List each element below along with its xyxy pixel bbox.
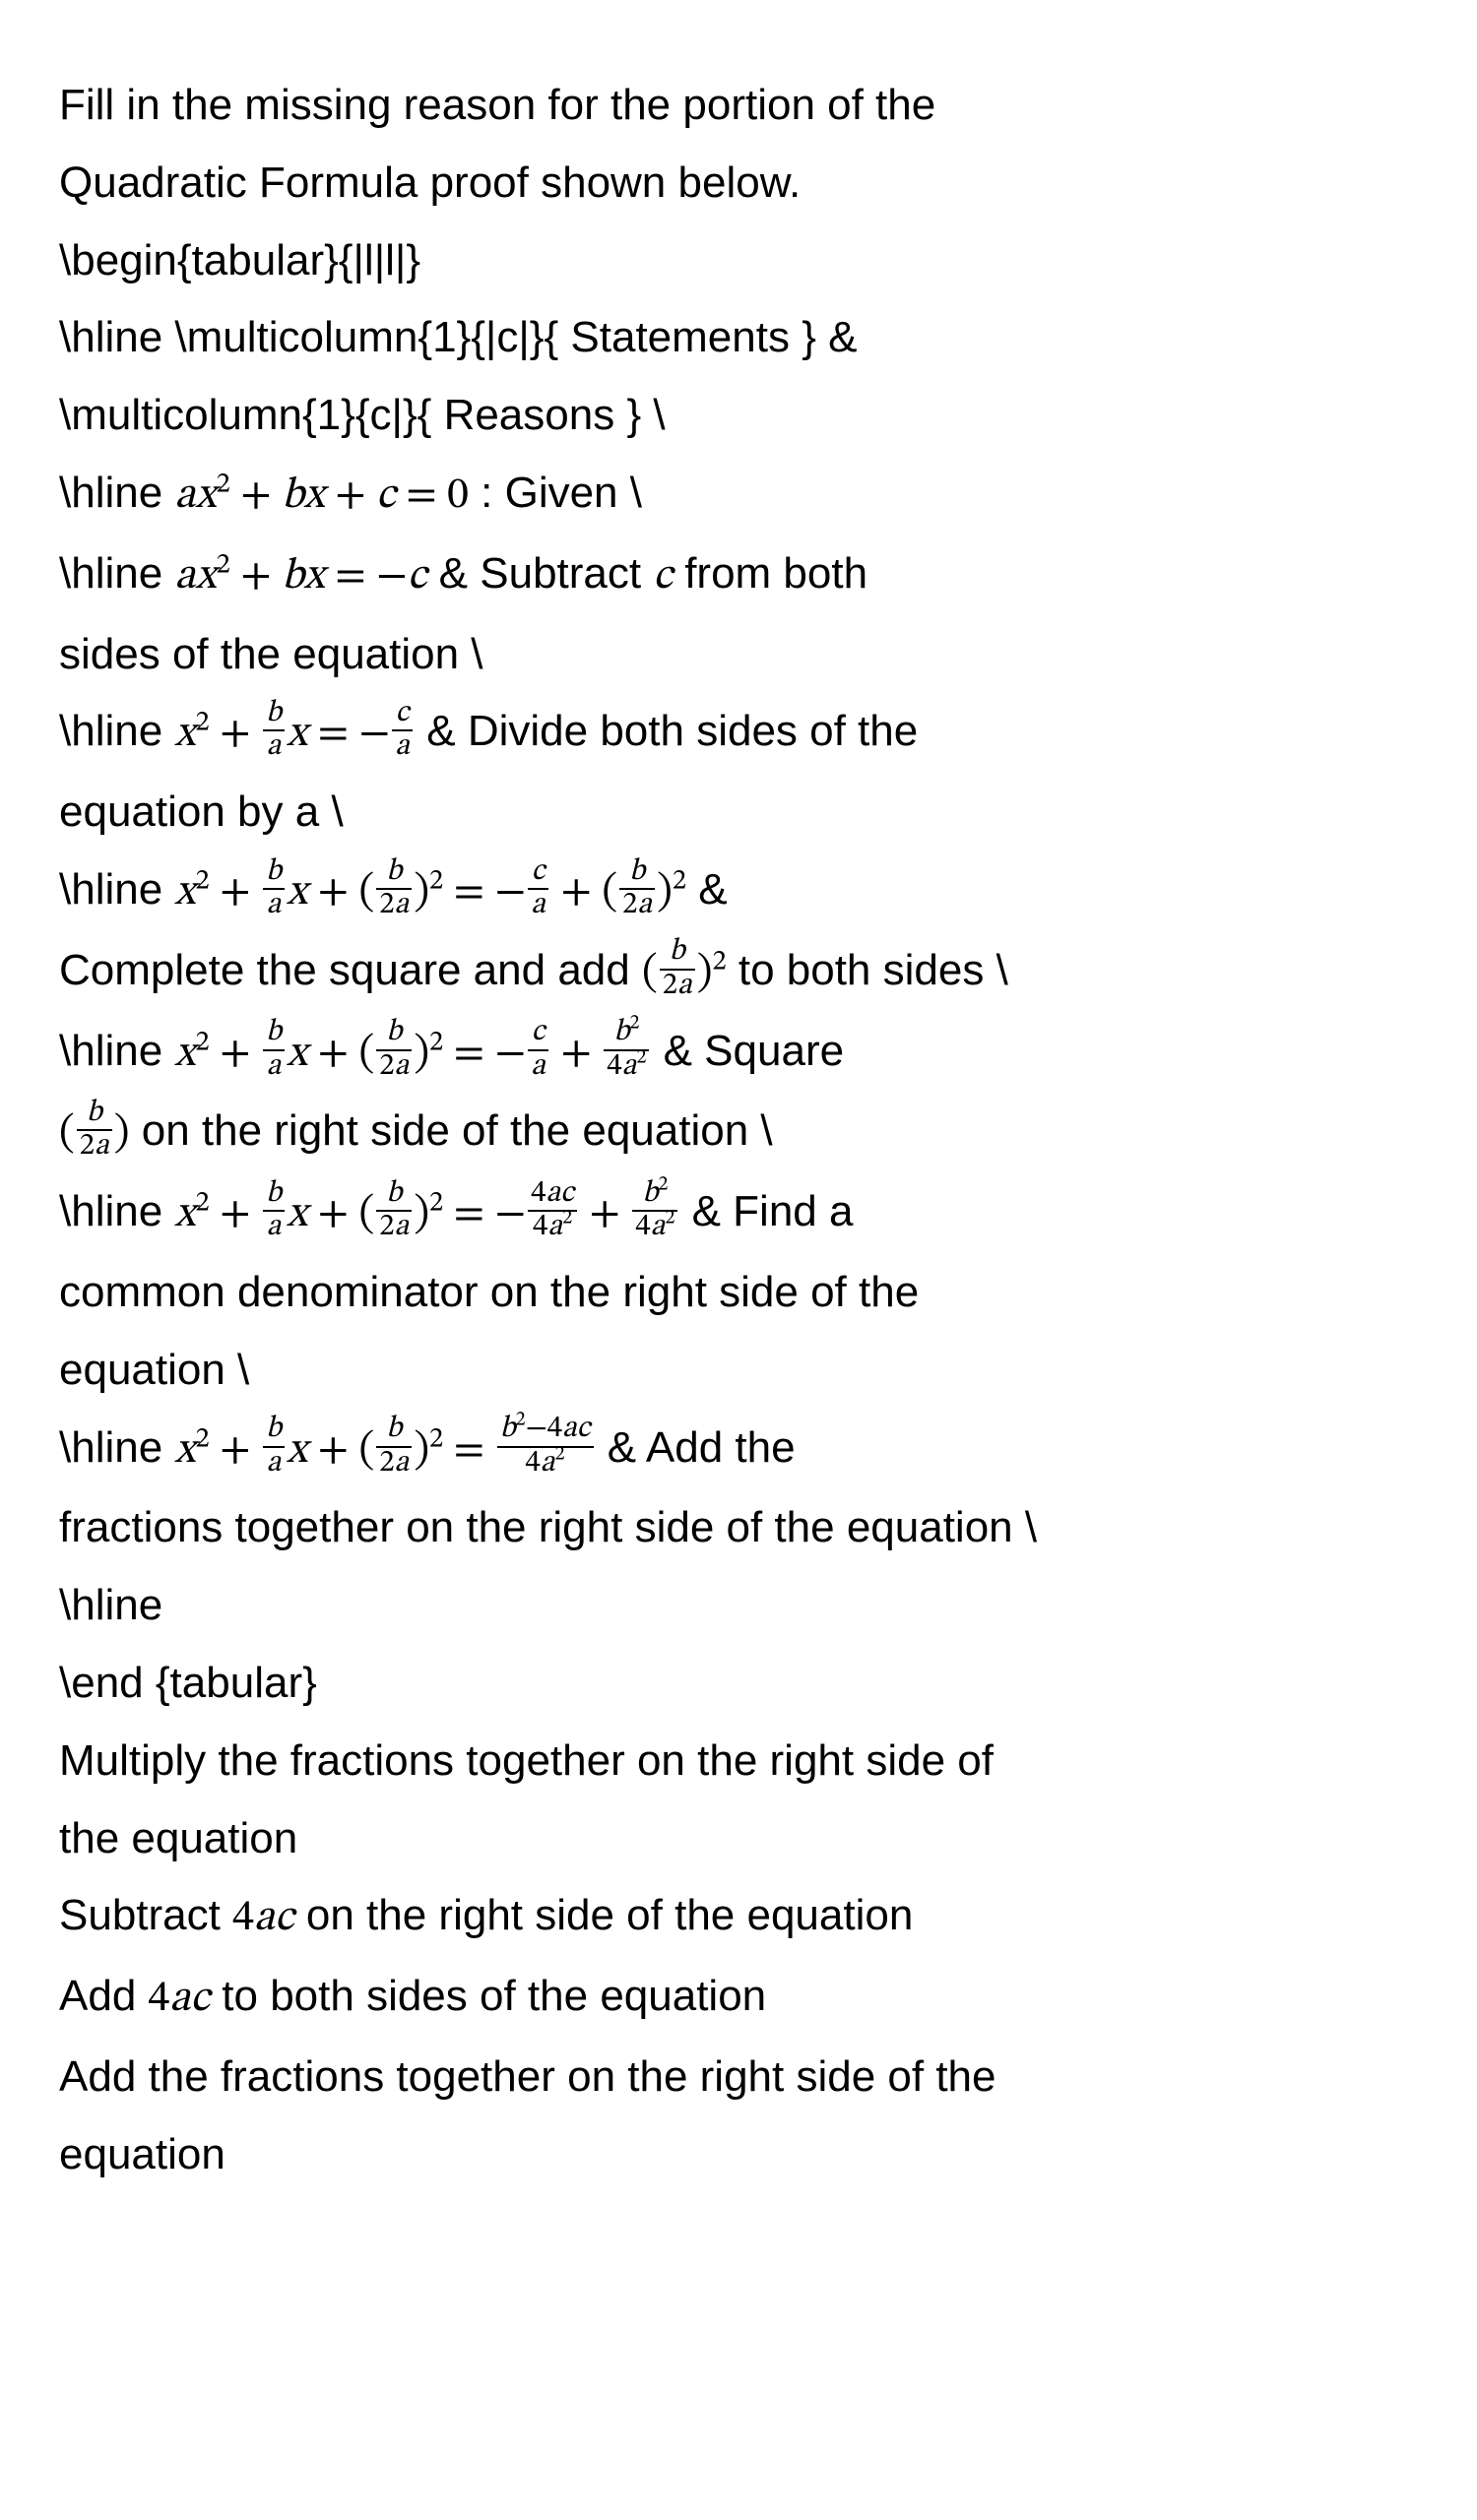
intro-line-1: Fill in the missing reason for the porti… xyxy=(59,69,1418,143)
proof-row-3: \hline x2 + bax = −ca & Divide both side… xyxy=(59,695,1418,772)
document-body: Fill in the missing reason for the porti… xyxy=(59,69,1418,2192)
latex-reasons-header: \multicolumn{1}{c|}{ Reasons } \ xyxy=(59,379,1418,453)
option-1-line-1[interactable]: Multiply the fractions together on the r… xyxy=(59,1725,1418,1798)
option-text-b: to both sides of the equation xyxy=(222,1972,766,2020)
row-reason: : Given \ xyxy=(481,469,642,517)
option-2[interactable]: Subtract 4ac on the right side of the eq… xyxy=(59,1879,1418,1956)
row-equation: x2 + bax + (b2a)2 = b2−4ac4a2 xyxy=(174,1429,595,1473)
proof-row-6-cont-b: equation \ xyxy=(59,1334,1418,1408)
option-math: 4ac xyxy=(232,1897,294,1940)
row-reason: & Square xyxy=(664,1027,844,1075)
row-reason: & Find a xyxy=(692,1187,854,1235)
option-text-a: Subtract xyxy=(59,1891,232,1939)
row-equation: ax2 + bx + c = 0 xyxy=(174,474,468,518)
proof-row-5-cont: (b2a) on the right side of the equation … xyxy=(59,1095,1418,1171)
latex-end-hline: \hline xyxy=(59,1569,1418,1643)
row-equation: ax2 + bx = −c xyxy=(174,555,426,598)
intro-line-2: Quadratic Formula proof shown below. xyxy=(59,147,1418,220)
option-text-b: on the right side of the equation xyxy=(306,1891,913,1939)
row-prefix: \hline xyxy=(59,707,174,755)
option-text-a: Add xyxy=(59,1972,149,2020)
row-cont-math: (b2a)2 xyxy=(642,952,727,995)
proof-row-3-cont: equation by a \ xyxy=(59,776,1418,850)
row-cont-text-a: Complete the square and add xyxy=(59,946,642,994)
row-prefix: \hline xyxy=(59,1027,174,1075)
option-3[interactable]: Add 4ac to both sides of the equation xyxy=(59,1960,1418,2037)
row-cont-text: on the right side of the equation \ xyxy=(142,1106,773,1155)
proof-row-2: \hline ax2 + bx = −c & Subtract c from b… xyxy=(59,537,1418,614)
latex-statements-header: \hline \multicolumn{1}{|c|}{ Statements … xyxy=(59,301,1418,375)
row-reason-part-b: from both xyxy=(684,549,867,598)
latex-begin: \begin{tabular}{|l|l|} xyxy=(59,224,1418,298)
row-reason: & Divide both sides of the xyxy=(426,707,918,755)
proof-row-7: \hline x2 + bax + (b2a)2 = b2−4ac4a2 & A… xyxy=(59,1412,1418,1488)
option-1-line-2[interactable]: the equation xyxy=(59,1802,1418,1876)
proof-row-6: \hline x2 + bax + (b2a)2 = −4ac4a2 + b24… xyxy=(59,1175,1418,1252)
proof-row-7-cont: fractions together on the right side of … xyxy=(59,1491,1418,1565)
row-prefix: \hline xyxy=(59,1187,174,1235)
proof-row-4-cont: Complete the square and add (b2a)2 to bo… xyxy=(59,934,1418,1011)
option-4-line-2[interactable]: equation xyxy=(59,2118,1418,2192)
row-equation: x2 + bax + (b2a)2 = −ca + b24a2 xyxy=(174,1033,651,1076)
row-reason-part-a: & Subtract xyxy=(439,549,654,598)
row-equation: x2 + bax = −ca xyxy=(174,713,415,756)
row-reason: & xyxy=(698,865,727,914)
proof-row-1: \hline ax2 + bx + c = 0 : Given \ xyxy=(59,457,1418,534)
proof-row-6-cont-a: common denominator on the right side of … xyxy=(59,1256,1418,1330)
row-prefix: \hline xyxy=(59,865,174,914)
row-prefix: \hline xyxy=(59,549,174,598)
proof-row-5: \hline x2 + bax + (b2a)2 = −ca + b24a2 &… xyxy=(59,1015,1418,1092)
row-prefix: \hline xyxy=(59,1423,174,1472)
row-reason: & Add the xyxy=(608,1423,796,1472)
latex-end-tabular: \end {tabular} xyxy=(59,1647,1418,1721)
option-4-line-1[interactable]: Add the fractions together on the right … xyxy=(59,2041,1418,2114)
row-reason-math: c xyxy=(653,555,673,598)
proof-row-4: \hline x2 + bax + (b2a)2 = −ca + (b2a)2 … xyxy=(59,853,1418,930)
option-math: 4ac xyxy=(149,1978,211,2021)
row-cont-text-b: to both sides \ xyxy=(738,946,1008,994)
row-cont-math: (b2a) xyxy=(59,1112,129,1156)
proof-row-2-cont: sides of the equation \ xyxy=(59,618,1418,692)
row-equation: x2 + bax + (b2a)2 = −4ac4a2 + b24a2 xyxy=(174,1193,679,1236)
row-prefix: \hline xyxy=(59,469,174,517)
row-equation: x2 + bax + (b2a)2 = −ca + (b2a)2 xyxy=(174,871,686,914)
